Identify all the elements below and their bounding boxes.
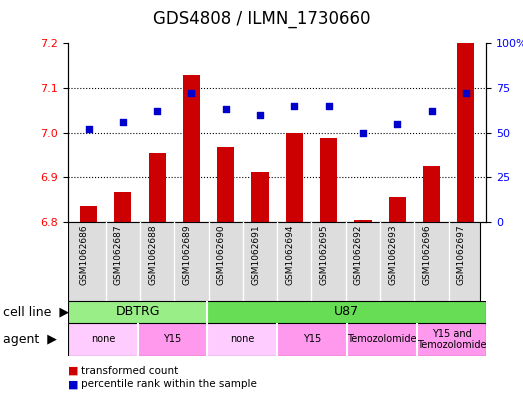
- Point: [290, 103, 299, 109]
- Bar: [217, 147, 234, 222]
- Text: none: none: [230, 334, 255, 344]
- Text: GDS4808 / ILMN_1730660: GDS4808 / ILMN_1730660: [153, 10, 370, 28]
- Bar: [423, 166, 440, 222]
- Text: Y15: Y15: [164, 334, 181, 344]
- Text: GSM1062687: GSM1062687: [114, 224, 123, 285]
- Point: [324, 103, 333, 109]
- Text: percentile rank within the sample: percentile rank within the sample: [81, 379, 257, 389]
- Point: [119, 119, 127, 125]
- Bar: [457, 43, 474, 222]
- Text: Temozolomide: Temozolomide: [347, 334, 416, 344]
- Bar: [208, 323, 277, 356]
- Bar: [355, 220, 371, 222]
- Bar: [68, 301, 208, 323]
- Point: [222, 106, 230, 112]
- Bar: [277, 323, 347, 356]
- Text: agent  ▶: agent ▶: [3, 333, 56, 346]
- Text: none: none: [90, 334, 115, 344]
- Bar: [389, 197, 406, 222]
- Text: GSM1062694: GSM1062694: [286, 224, 294, 285]
- Text: cell line  ▶: cell line ▶: [3, 305, 69, 318]
- Text: GSM1062688: GSM1062688: [148, 224, 157, 285]
- Text: GSM1062696: GSM1062696: [423, 224, 431, 285]
- Point: [427, 108, 436, 114]
- Text: GSM1062692: GSM1062692: [354, 224, 363, 285]
- Point: [84, 126, 93, 132]
- Bar: [286, 133, 303, 222]
- Bar: [347, 323, 417, 356]
- Bar: [149, 153, 166, 222]
- Text: Y15 and
Temozolomide: Y15 and Temozolomide: [417, 329, 486, 350]
- Point: [187, 90, 196, 96]
- Text: Y15: Y15: [303, 334, 321, 344]
- Text: U87: U87: [334, 305, 359, 318]
- Point: [359, 129, 367, 136]
- Bar: [115, 192, 131, 222]
- Bar: [183, 75, 200, 222]
- Text: GSM1062693: GSM1062693: [388, 224, 397, 285]
- Text: GSM1062690: GSM1062690: [217, 224, 226, 285]
- Bar: [417, 323, 486, 356]
- Text: GSM1062691: GSM1062691: [251, 224, 260, 285]
- Point: [393, 121, 402, 127]
- Point: [153, 108, 161, 114]
- Text: GSM1062697: GSM1062697: [457, 224, 466, 285]
- Text: transformed count: transformed count: [81, 365, 178, 376]
- Text: GSM1062695: GSM1062695: [320, 224, 328, 285]
- Bar: [68, 323, 138, 356]
- Bar: [138, 323, 208, 356]
- Text: ■: ■: [68, 365, 78, 376]
- Bar: [80, 206, 97, 222]
- Text: GSM1062686: GSM1062686: [79, 224, 88, 285]
- Point: [256, 112, 264, 118]
- Bar: [208, 301, 486, 323]
- Text: DBTRG: DBTRG: [116, 305, 160, 318]
- Text: ■: ■: [68, 379, 78, 389]
- Bar: [320, 138, 337, 222]
- Text: GSM1062689: GSM1062689: [183, 224, 191, 285]
- Point: [462, 90, 470, 96]
- Bar: [252, 172, 269, 222]
